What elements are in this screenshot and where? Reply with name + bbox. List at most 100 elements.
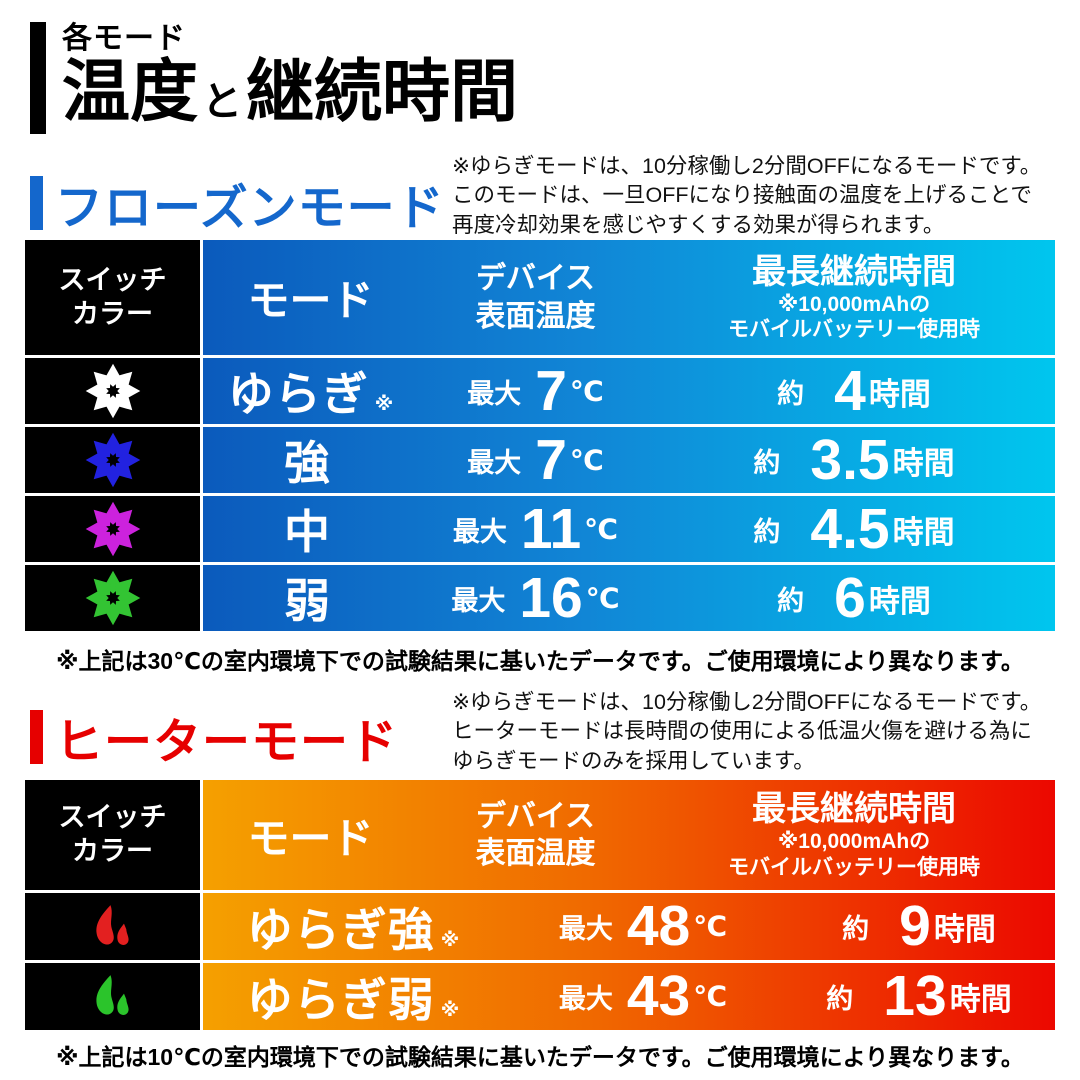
temp-cell: 最大 11 ℃ — [418, 496, 653, 561]
page-title-block: 各モード 温度 と継続時間 — [30, 22, 518, 134]
temp-value: 7 — [535, 358, 567, 423]
temp-cell: 最大 43 ℃ — [503, 968, 783, 1025]
row-content: ゆらぎ ※ 最大 7 ℃ 約 4 時間 — [203, 358, 1055, 424]
table-row: 中 最大 11 ℃ 約 4.5 時間 — [25, 493, 1055, 562]
temp-cell: 最大 7 ℃ — [418, 427, 653, 492]
duration-value: 13 — [883, 964, 947, 1028]
mode-mark: ※ — [440, 929, 460, 951]
duration-cell: 約 9 時間 — [783, 898, 1055, 955]
switch-color-label: スイッチ — [58, 264, 167, 295]
frozen-note-line: 再度冷却効果を感じやすくする効果が得られます。 — [452, 212, 945, 237]
title-part-2: 継続時間 — [246, 54, 519, 130]
heater-header-row: モード デバイス 表面温度 最長継続時間 ※10,000mAhの モバイルバッテ… — [203, 780, 1055, 890]
mode-cell: 弱 — [203, 565, 418, 631]
temp-unit: ℃ — [569, 375, 604, 407]
duration-cell: 約 6 時間 — [653, 565, 1055, 630]
mode-cell: ゆらぎ強 ※ — [203, 894, 503, 960]
temp-value: 7 — [535, 427, 567, 492]
frozen-note: ※ゆらぎモードは、10分稼働し2分間OFFになるモードです。 このモードは、一旦… — [452, 152, 1067, 240]
table-row: ゆらぎ ※ 最大 7 ℃ 約 4 時間 — [25, 355, 1055, 424]
frozen-header-row: モード デバイス 表面温度 最長継続時間 ※10,000mAhの モバイルバッテ… — [203, 240, 1055, 355]
duration-unit: 時間 — [868, 376, 931, 412]
row-content: ゆらぎ強 ※ 最大 48 ℃ 約 9 時間 — [203, 893, 1055, 960]
frozen-table: スイッチ カラー モード デバイス 表面温度 最長継続時間 ※10,000mAh… — [25, 240, 1055, 631]
mode-mark: ※ — [440, 999, 460, 1021]
switch-color-header-cell: スイッチ カラー — [25, 780, 203, 890]
temp-cell: 最大 16 ℃ — [418, 565, 653, 630]
temp-cell: 最大 48 ℃ — [503, 898, 783, 955]
duration-unit: 時間 — [892, 445, 955, 481]
temp-value: 43 — [626, 964, 691, 1028]
row-content: 中 最大 11 ℃ 約 4.5 時間 — [203, 496, 1055, 562]
frozen-table-header: スイッチ カラー モード デバイス 表面温度 最長継続時間 ※10,000mAh… — [25, 240, 1055, 355]
mode-cell: ゆらぎ弱 ※ — [203, 964, 503, 1030]
frozen-accent-bar — [30, 176, 43, 230]
duration-unit: 時間 — [868, 583, 931, 619]
duration-label: 最長継続時間 — [752, 252, 956, 291]
title-accent-bar — [30, 22, 46, 134]
mode-name: 弱 — [284, 575, 331, 627]
temp-prefix: 最大 — [452, 516, 507, 547]
switch-color-header-cell: スイッチ カラー — [25, 240, 203, 355]
frozen-section-heading: フローズンモード — [30, 168, 445, 238]
row-content: ゆらぎ弱 ※ 最大 43 ℃ 約 13 時間 — [203, 963, 1055, 1030]
duration-unit: 時間 — [892, 514, 955, 550]
snowflake-icon — [84, 569, 142, 627]
temp-prefix: 最大 — [451, 585, 506, 616]
mode-name: ゆらぎ強 — [246, 903, 435, 956]
table-row: 強 最大 7 ℃ 約 3.5 時間 — [25, 424, 1055, 493]
duration-prefix: 約 — [842, 914, 870, 944]
temp-value: 11 — [520, 496, 582, 561]
duration-prefix: 約 — [777, 585, 805, 616]
duration-sub-label: モバイルバッテリー使用時 — [728, 855, 980, 879]
mode-name: ゆらぎ — [227, 368, 369, 420]
device-temp-label: デバイス — [475, 262, 596, 295]
switch-color-label: カラー — [72, 298, 153, 329]
row-content: 弱 最大 16 ℃ 約 6 時間 — [203, 565, 1055, 631]
temp-unit: ℃ — [693, 981, 728, 1012]
duration-unit: 時間 — [933, 912, 996, 947]
frozen-note-line: ※ゆらぎモードは、10分稼働し2分間OFFになるモードです。 — [452, 154, 1042, 178]
duration-prefix: 約 — [826, 984, 854, 1014]
device-temp-label: 表面温度 — [475, 299, 596, 333]
temp-prefix: 最大 — [467, 378, 522, 409]
heater-accent-bar — [30, 710, 43, 764]
mode-name: 中 — [284, 506, 331, 558]
mode-column-header: モード — [247, 814, 374, 862]
flame-icon — [95, 904, 129, 945]
mode-mark: ※ — [374, 394, 394, 415]
temp-unit: ℃ — [585, 582, 620, 614]
duration-prefix: 約 — [777, 378, 805, 409]
temp-value: 16 — [519, 565, 583, 630]
row-content: 強 最大 7 ℃ 約 3.5 時間 — [203, 427, 1055, 493]
temp-unit: ℃ — [584, 513, 619, 545]
duration-cell: 約 4.5 時間 — [653, 496, 1055, 561]
table-row: ゆらぎ強 ※ 最大 48 ℃ 約 9 時間 — [25, 890, 1055, 960]
page-subtitle: 各モード — [62, 22, 186, 55]
temp-unit: ℃ — [569, 444, 604, 476]
mode-name: 強 — [284, 437, 331, 489]
device-temp-label: デバイス — [475, 799, 596, 833]
duration-value: 6 — [834, 565, 866, 630]
heater-note: ※ゆらぎモードは、10分稼働し2分間OFFになるモードです。 ヒーターモードは長… — [452, 688, 1067, 776]
duration-sub-label: モバイルバッテリー使用時 — [728, 318, 980, 342]
mode-cell: 強 — [203, 427, 418, 493]
mode-column-header: モード — [247, 277, 374, 324]
temp-value: 48 — [626, 894, 691, 958]
duration-prefix: 約 — [753, 447, 781, 478]
switch-color-cell — [25, 565, 203, 631]
switch-color-cell — [25, 893, 203, 960]
duration-column-header: 最長継続時間 ※10,000mAhの モバイルバッテリー使用時 — [653, 253, 1055, 342]
duration-sub-label: ※10,000mAhの — [777, 292, 931, 316]
table-row: 弱 最大 16 ℃ 約 6 時間 — [25, 562, 1055, 631]
mode-cell: ゆらぎ ※ — [203, 358, 418, 424]
heater-section-title: ヒーターモード — [55, 716, 399, 769]
device-temp-column-header: デバイス 表面温度 — [418, 260, 653, 335]
duration-value: 9 — [899, 894, 931, 958]
frozen-footnote: ※上記は30℃の室内環境下での試験結果に基いたデータです。ご使用環境により異なり… — [56, 648, 1024, 674]
temp-cell: 最大 7 ℃ — [418, 358, 653, 423]
snowflake-icon — [84, 431, 142, 489]
duration-value: 4.5 — [810, 496, 890, 561]
heater-table: スイッチ カラー モード デバイス 表面温度 最長継続時間 ※10,000mAh… — [25, 780, 1055, 1030]
page-title: 温度 と継続時間 — [62, 54, 519, 130]
